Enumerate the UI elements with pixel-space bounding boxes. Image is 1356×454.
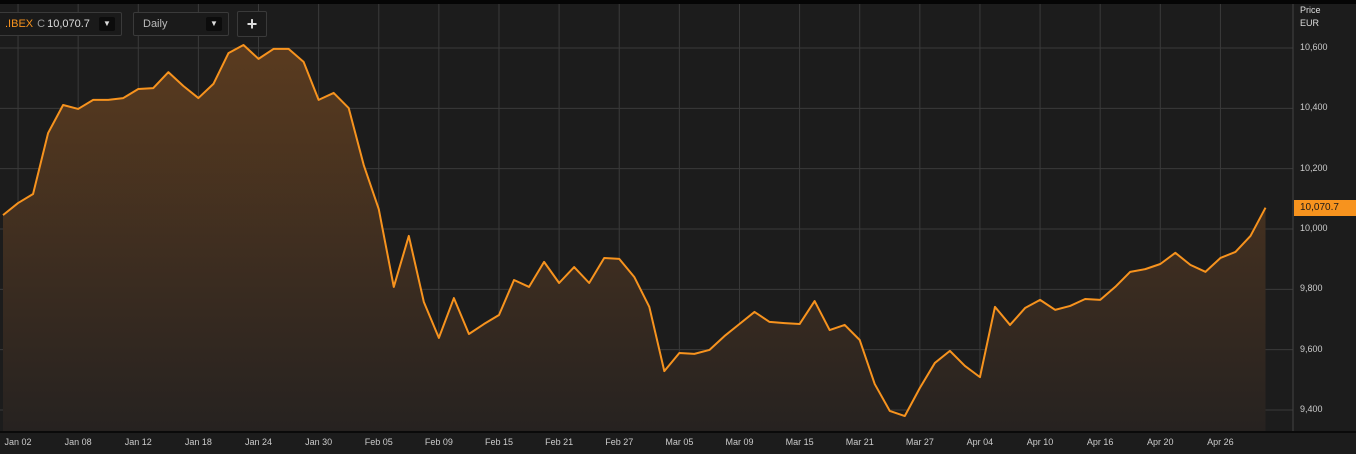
y-tick-label: 10,200: [1300, 162, 1328, 173]
last-price-marker: 10,070.7: [1294, 199, 1356, 216]
x-tick-label: Feb 09: [424, 437, 453, 447]
y-tick-label: 10,000: [1300, 223, 1328, 233]
x-tick-label: Apr 20: [1147, 437, 1174, 447]
y-tick-label: 9,400: [1300, 404, 1323, 414]
x-tick-label: Mar 05: [665, 437, 694, 447]
price-line: [2, 43, 1267, 418]
x-tick-label: Jan 12: [124, 437, 152, 447]
x-tick-label: Apr 10: [1026, 437, 1054, 447]
x-tick-label: Jan 24: [244, 437, 273, 447]
x-tick-label: Mar 15: [785, 437, 814, 447]
y-tick-label: 10,600: [1300, 42, 1328, 52]
add-button[interactable]: +: [237, 11, 267, 37]
chevron-down-icon[interactable]: ▼: [206, 17, 222, 31]
x-tick-label: Feb 05: [364, 437, 393, 447]
plus-icon: +: [246, 13, 258, 34]
interval-value: Daily: [143, 18, 168, 30]
x-tick-label: Feb 27: [605, 437, 634, 447]
x-tick-label: Jan 02: [4, 437, 32, 447]
price-area-fill: [3, 44, 1266, 432]
chevron-down-icon[interactable]: ▼: [99, 17, 115, 31]
y-axis-label: Price: [1300, 5, 1321, 15]
interval-dropdown[interactable]: Daily ▼: [133, 12, 229, 36]
y-tick-label: 9,600: [1300, 343, 1323, 354]
close-value: 10,070.7: [47, 18, 90, 30]
y-axis-title: Price EUR: [1300, 4, 1321, 30]
x-tick-label: Mar 21: [845, 437, 874, 447]
x-tick-label: Mar 09: [725, 437, 754, 447]
y-tick-label: 10,400: [1300, 102, 1328, 113]
x-tick-label: Feb 21: [545, 437, 574, 447]
top-border: [0, 0, 1356, 4]
symbol-selector[interactable]: .IBEX C 10,070.7 ▼: [0, 12, 122, 36]
x-tick-label: Apr 26: [1207, 437, 1234, 447]
symbol-ric: .IBEX: [5, 18, 34, 30]
x-tick-label: Mar 27: [905, 437, 934, 447]
x-tick-label: Jan 18: [184, 437, 212, 447]
x-tick-label: Jan 30: [305, 437, 333, 447]
y-axis-unit: EUR: [1300, 18, 1320, 28]
x-tick-label: Apr 16: [1086, 437, 1114, 447]
x-tick-label: Feb 15: [484, 437, 513, 447]
x-tick-label: Jan 08: [64, 437, 92, 447]
close-prefix: C: [37, 18, 46, 30]
y-tick-label: 9,800: [1300, 283, 1323, 294]
x-tick-label: Apr 04: [966, 437, 994, 447]
